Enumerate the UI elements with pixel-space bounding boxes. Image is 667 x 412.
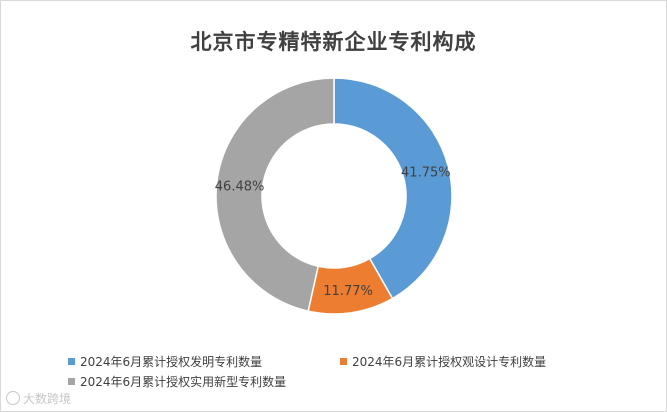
watermark-logo-icon [6,391,20,405]
slice-utility-model [215,77,335,313]
legend-item-design: 2024年6月累计授权观设计专利数量 [340,354,546,370]
legend-item-invention: 2024年6月累计授权发明专利数量 [68,354,262,370]
legend-item-utility-model: 2024年6月累计授权实用新型专利数量 [68,374,286,390]
slice-invention [333,77,453,300]
legend-swatch-invention [68,358,75,365]
data-label-utility-model: 46.48% [215,180,265,195]
legend-swatch-utility-model [68,378,75,385]
legend-label-design: 2024年6月累计授权观设计专利数量 [352,355,547,369]
legend-swatch-design [340,358,347,365]
watermark-text: 大数跨境 [23,392,72,406]
chart-title: 北京市专精特新企业专利构成 [190,29,477,54]
watermark: 大数跨境 [6,390,71,407]
data-label-invention: 41.75% [401,166,451,181]
legend-label-utility-model: 2024年6月累计授权实用新型专利数量 [80,375,287,389]
legend-label-invention: 2024年6月累计授权发明专利数量 [80,355,263,369]
data-label-design: 11.77% [323,284,373,299]
